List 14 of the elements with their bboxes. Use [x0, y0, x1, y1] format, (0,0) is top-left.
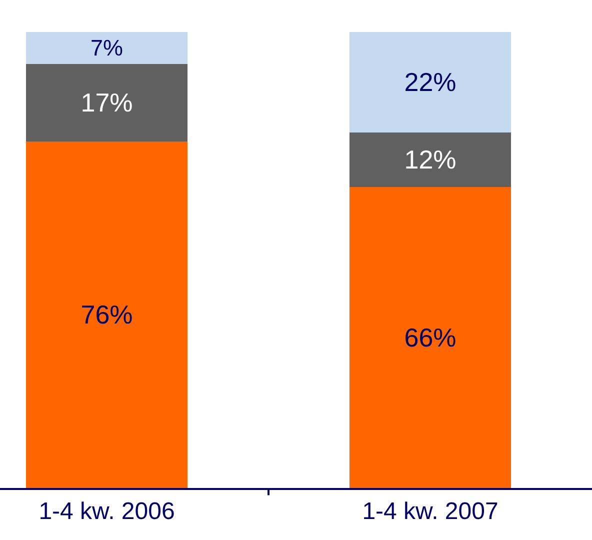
bar	[26, 141, 188, 488]
x-tick-label: 1-4 kw. 2006	[38, 498, 175, 525]
x-tick-label: 1-4 kw. 2007	[362, 498, 498, 525]
data-label: 17%	[80, 88, 133, 118]
bar	[349, 32, 512, 132]
bar	[26, 64, 188, 142]
bar	[26, 32, 188, 64]
data-label: 22%	[404, 67, 456, 98]
bar	[349, 187, 512, 488]
data-label: 7%	[90, 36, 124, 61]
data-label: 66%	[404, 322, 456, 353]
data-label: 76%	[80, 300, 133, 330]
bar	[349, 132, 512, 188]
data-label: 12%	[404, 144, 456, 175]
